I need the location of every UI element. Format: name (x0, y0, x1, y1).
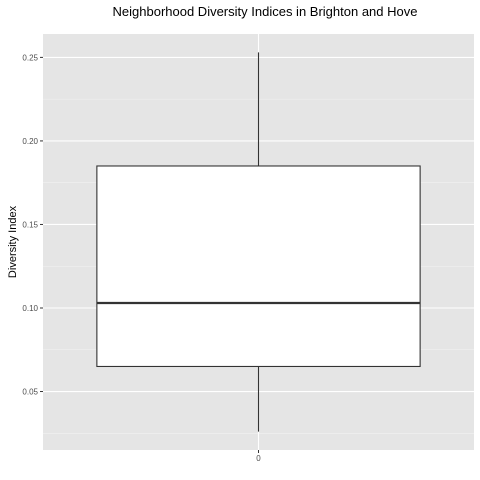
y-tick-label: 0.05 (22, 388, 38, 397)
y-tick-label: 0.20 (22, 137, 38, 146)
y-tick-label: 0.15 (22, 220, 38, 229)
y-tick-label: 0.25 (22, 53, 38, 62)
y-axis-title: Diversity Index (7, 205, 19, 278)
y-tick-label: 0.10 (22, 304, 38, 313)
boxes (96, 52, 421, 432)
box-group (96, 52, 421, 432)
x-axis: 0 (256, 450, 261, 463)
chart-title: Neighborhood Diversity Indices in Bright… (113, 4, 418, 19)
x-tick-label: 0 (256, 454, 261, 463)
iqr-box (96, 165, 421, 368)
y-axis: 0.05 0.10 0.15 0.20 0.25 (22, 53, 43, 397)
